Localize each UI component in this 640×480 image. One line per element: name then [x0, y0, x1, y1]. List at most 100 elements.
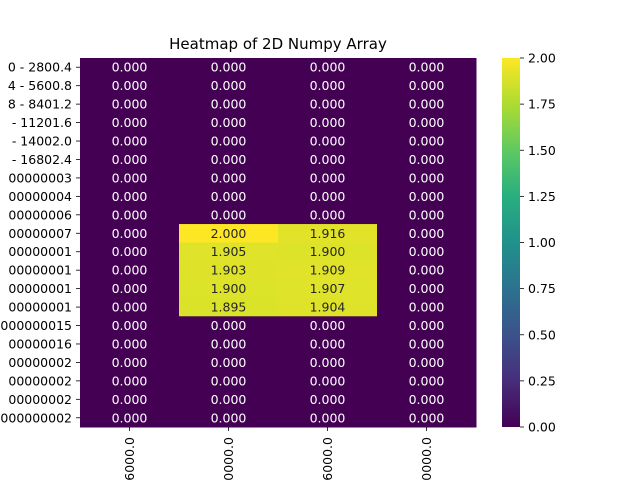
- cell-annotation: 0.000: [112, 97, 148, 112]
- cell-annotation: 0.000: [310, 97, 346, 112]
- cell-annotation: 1.900: [310, 244, 346, 259]
- row-label: 0 - 2800.4: [8, 60, 72, 75]
- cell-annotation: 0.000: [112, 392, 148, 407]
- cell-annotation: 0.000: [211, 207, 247, 222]
- heatmap-cell: [278, 187, 378, 207]
- colorbar-tick-label: 1.50: [528, 143, 556, 158]
- column-label: 0000.0: [221, 437, 236, 480]
- heatmap-cell: [278, 242, 378, 262]
- heatmap-cell: [80, 187, 180, 207]
- cell-annotation: 1.907: [310, 281, 346, 296]
- cell-annotation: 0.000: [112, 152, 148, 167]
- heatmap-cell: [278, 76, 378, 96]
- cell-annotation: 0.000: [112, 281, 148, 296]
- heatmap-cell: [80, 242, 180, 262]
- cell-annotation: 1.900: [211, 281, 247, 296]
- cell-annotation: 0.000: [112, 115, 148, 130]
- heatmap-cell: [179, 205, 279, 225]
- cell-annotation: 0.000: [310, 189, 346, 204]
- colorbar-ticks: 0.00 0.25 0.50 0.75 1.00 1.25 1.50 1.75 2.00: [520, 51, 556, 435]
- cell-annotation: 1.916: [310, 226, 346, 241]
- cell-annotation: 0.000: [409, 300, 445, 315]
- cell-annotation: 1.904: [310, 300, 346, 315]
- heatmap-cell: [278, 316, 378, 336]
- heatmap-cell: [179, 58, 279, 77]
- cell-annotation: 0.000: [409, 336, 445, 351]
- cell-annotation: 0.000: [211, 336, 247, 351]
- cell-annotation: 0.000: [211, 318, 247, 333]
- cell-annotation: 0.000: [310, 392, 346, 407]
- heatmap-cell: [377, 390, 477, 410]
- row-label: 00000001: [8, 244, 72, 259]
- colorbar-tick-label: 1.25: [528, 189, 556, 204]
- column-label: 6000.0: [122, 437, 137, 480]
- cell-annotation: 0.000: [409, 134, 445, 149]
- heatmap-cell: [278, 353, 378, 373]
- cell-annotation: 0.000: [409, 281, 445, 296]
- heatmap-cell: [80, 408, 180, 428]
- heatmap-cell: [377, 408, 477, 428]
- heatmap-cell: [278, 94, 378, 114]
- colorbar-tick-label: 0.50: [528, 327, 556, 342]
- row-label: 00000007: [8, 226, 72, 241]
- heatmap-cell: [377, 113, 477, 133]
- cell-annotation: 0.000: [409, 226, 445, 241]
- row-label: 00000001: [8, 263, 72, 278]
- heatmap-cell: [377, 334, 477, 354]
- cell-annotation: 1.905: [211, 244, 247, 259]
- heatmap-cell: [80, 150, 180, 170]
- heatmap-cell: [377, 242, 477, 262]
- heatmap-cell: [278, 150, 378, 170]
- heatmap-cell: [80, 260, 180, 280]
- heatmap-cell: [377, 187, 477, 207]
- heatmap-cell: [278, 297, 378, 317]
- row-label: 00000002: [8, 355, 72, 370]
- cell-annotation: 1.909: [310, 263, 346, 278]
- heatmap-cell: [278, 168, 378, 188]
- heatmap-cell: [377, 371, 477, 391]
- heatmap-cell: [80, 168, 180, 188]
- row-labels: 0 - 2800.4 4 - 5600.8 8 - 8401.2 - 11201.6 -…: [0, 60, 80, 425]
- cell-annotation: 0.000: [112, 318, 148, 333]
- cell-annotation: 0.000: [409, 152, 445, 167]
- cell-annotation: 0.000: [409, 410, 445, 425]
- cell-annotation: 0.000: [310, 134, 346, 149]
- heatmap-cell: [377, 205, 477, 225]
- heatmap-cell: [80, 94, 180, 114]
- row-label: 00000001: [8, 281, 72, 296]
- heatmap-cell: [179, 113, 279, 133]
- heatmap-cell: [377, 279, 477, 299]
- cell-annotation: 0.000: [409, 244, 445, 259]
- heatmap-cell: [377, 297, 477, 317]
- cell-annotation: 2.000: [211, 226, 247, 241]
- heatmap-cell: [278, 224, 378, 243]
- heatmap-cell: [179, 131, 279, 151]
- heatmap-cell: [377, 224, 477, 243]
- heatmap-cell: [179, 297, 279, 317]
- column-labels: 6000.0 0000.0 6000.0 0000.0: [122, 427, 434, 480]
- row-label: - 16802.4: [12, 152, 72, 167]
- heatmap-cell: [80, 113, 180, 133]
- row-label: 00000004: [8, 189, 72, 204]
- heatmap-cell: [377, 58, 477, 77]
- heatmap-cell: [179, 390, 279, 410]
- cell-annotation: 0.000: [112, 78, 148, 93]
- colorbar-tick-label: 0.25: [528, 373, 556, 388]
- colorbar: [502, 58, 520, 427]
- cell-annotation: 0.000: [310, 318, 346, 333]
- cell-annotation: 0.000: [112, 263, 148, 278]
- heatmap-cell: [278, 260, 378, 280]
- row-label: 000000015: [0, 318, 72, 333]
- heatmap-cell: [377, 353, 477, 373]
- cell-annotation: 0.000: [112, 189, 148, 204]
- cell-annotation: 0.000: [211, 97, 247, 112]
- cell-annotation: 0.000: [211, 78, 247, 93]
- heatmap-cell: [179, 371, 279, 391]
- heatmap-cell: [179, 408, 279, 428]
- heatmap-cells: [80, 58, 477, 428]
- cell-annotation: 1.903: [211, 263, 247, 278]
- cell-annotation: 0.000: [409, 263, 445, 278]
- cell-annotations: 0.000 0.000 0.000 0.000 0.000 0.000 0.000 0.000…: [112, 60, 445, 426]
- heatmap-cell: [179, 316, 279, 336]
- cell-annotation: 0.000: [409, 97, 445, 112]
